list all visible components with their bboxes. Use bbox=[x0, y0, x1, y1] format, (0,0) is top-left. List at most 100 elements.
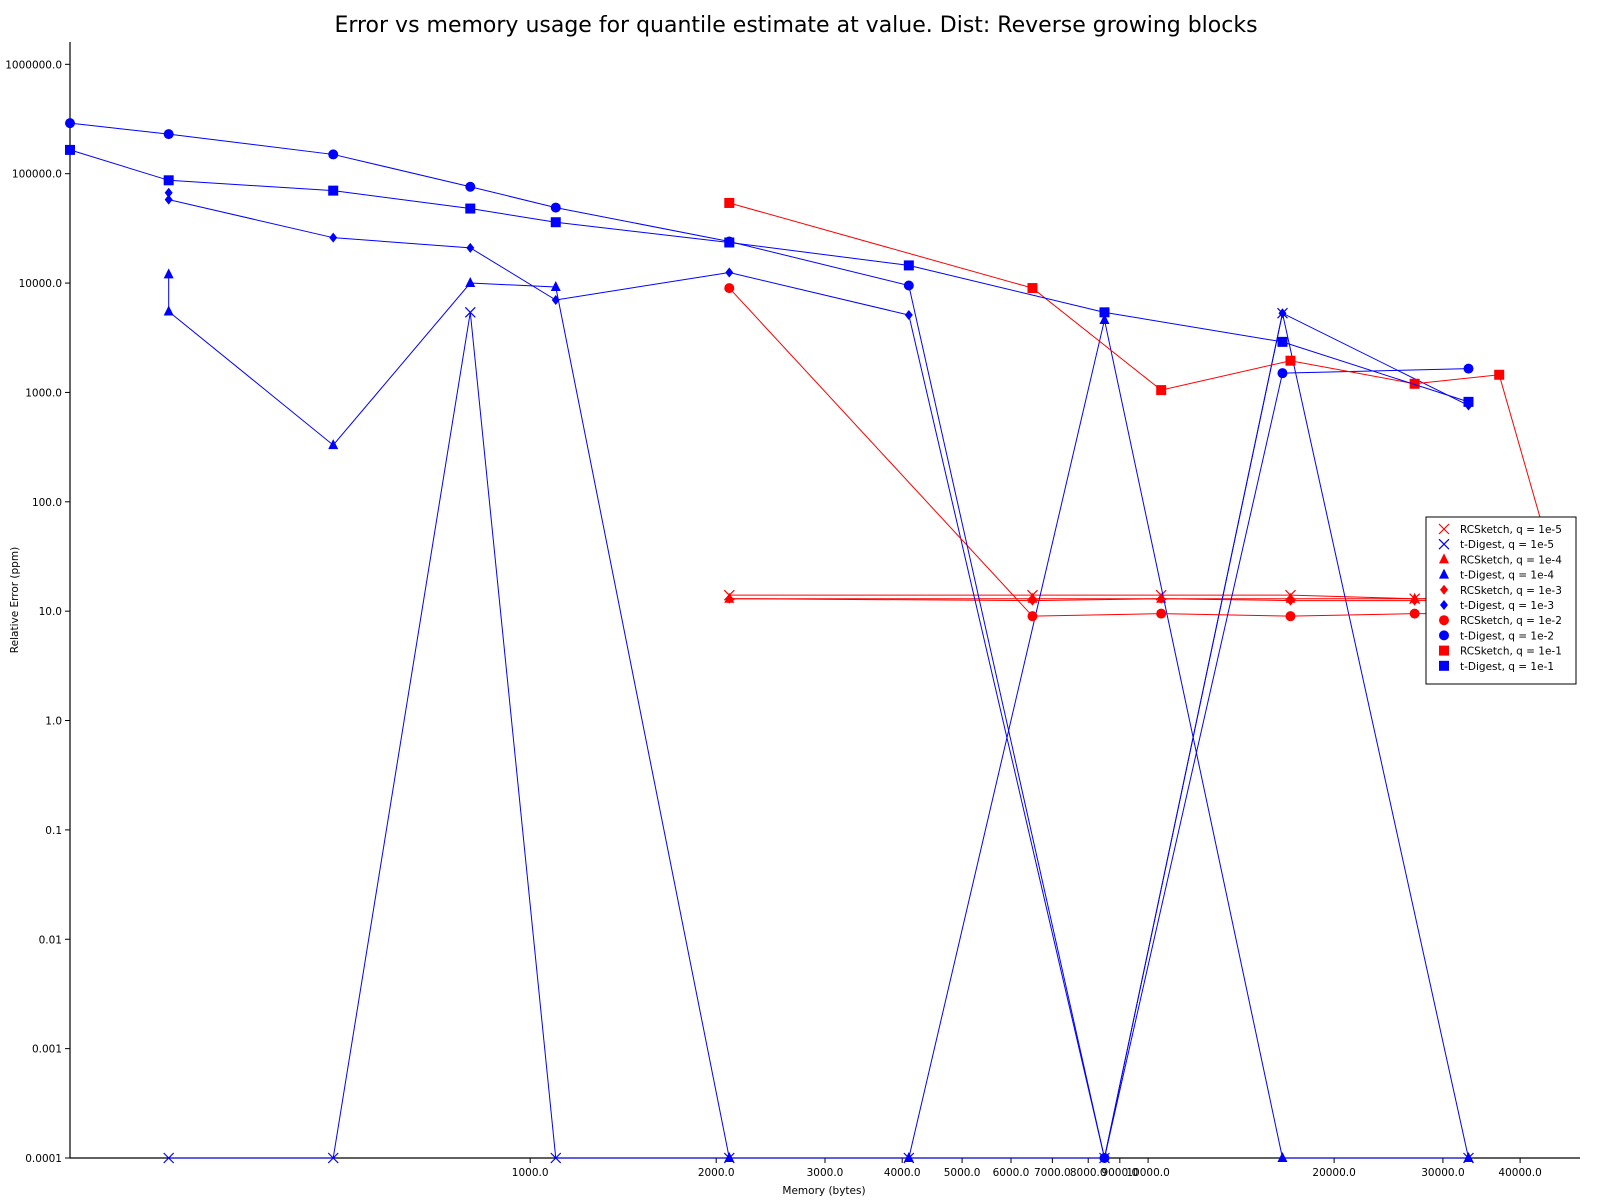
legend-frame bbox=[1425, 516, 1577, 685]
data-point bbox=[465, 203, 476, 214]
series-9 bbox=[65, 144, 1474, 407]
legend-entry: t-Digest, q = 1e-2 bbox=[1460, 630, 1554, 642]
data-point bbox=[465, 181, 476, 192]
data-point bbox=[466, 242, 475, 253]
legend-marker bbox=[1439, 630, 1449, 641]
data-point bbox=[1494, 369, 1505, 380]
y-ticks: 0.0001 0.001 0.01 0.1 1.0 10.0 100.0 1000.0 1000… bbox=[5, 59, 70, 1165]
legend-marker bbox=[1439, 615, 1449, 626]
data-point bbox=[1028, 595, 1037, 606]
x-tick-label: 30000.0 bbox=[1421, 1167, 1464, 1179]
legend-entry: RCSketch, q = 1e-1 bbox=[1460, 646, 1562, 658]
x-tick-label: 40000.0 bbox=[1498, 1167, 1541, 1179]
data-point bbox=[550, 202, 561, 213]
y-tick-label: 0.01 bbox=[39, 934, 62, 946]
data-point bbox=[329, 232, 338, 243]
data-point bbox=[464, 306, 476, 318]
legend-marker bbox=[1439, 568, 1449, 579]
data-point bbox=[1157, 593, 1166, 604]
series-line bbox=[69, 149, 1469, 403]
legend-entry: RCSketch, q = 1e-4 bbox=[1460, 554, 1562, 566]
data-point bbox=[550, 1152, 562, 1164]
legend-marker bbox=[1439, 553, 1449, 564]
data-point bbox=[1099, 313, 1110, 324]
data-point bbox=[724, 237, 735, 248]
x-tick-label: 2000.0 bbox=[698, 1167, 735, 1179]
series-5 bbox=[164, 187, 1473, 1163]
x-tick-label: 8000.0 bbox=[1070, 1167, 1107, 1179]
data-point bbox=[1278, 308, 1287, 319]
data-point bbox=[328, 185, 339, 196]
data-point bbox=[65, 118, 75, 129]
x-axis-label: Memory (bytes) bbox=[782, 1185, 865, 1197]
legend-entry: t-Digest, q = 1e-1 bbox=[1460, 661, 1554, 673]
series-line bbox=[69, 122, 1469, 1159]
legend-entry: t-Digest, q = 1e-3 bbox=[1460, 600, 1554, 612]
data-point bbox=[328, 149, 339, 160]
data-point bbox=[1463, 1152, 1474, 1162]
data-point bbox=[1409, 378, 1420, 389]
y-tick-label: 100.0 bbox=[32, 497, 62, 509]
data-point bbox=[1099, 1153, 1110, 1163]
data-point bbox=[1410, 595, 1419, 606]
series-3 bbox=[163, 268, 1474, 1162]
legend-entry: t-Digest, q = 1e-4 bbox=[1460, 570, 1554, 582]
series-line bbox=[168, 192, 1469, 1159]
y-tick-label: 10000.0 bbox=[19, 278, 62, 290]
data-point bbox=[1285, 611, 1296, 622]
data-point bbox=[1286, 595, 1295, 606]
legend-marker bbox=[1440, 584, 1448, 595]
x-tick-label: 3000.0 bbox=[807, 1167, 844, 1179]
legend-marker bbox=[1440, 600, 1448, 610]
data-point bbox=[724, 197, 735, 208]
data-point bbox=[163, 175, 174, 186]
x-ticks: 1000.0 2000.0 3000.0 4000.0 5000.0 6000.0 7000… bbox=[512, 1158, 1542, 1179]
data-point bbox=[164, 194, 173, 205]
data-point bbox=[1027, 611, 1038, 622]
x-tick-label: 20000.0 bbox=[1312, 1167, 1355, 1179]
y-tick-label: 100000.0 bbox=[12, 169, 62, 181]
x-tick-label: 5000.0 bbox=[944, 1167, 981, 1179]
data-point bbox=[163, 305, 174, 316]
data-point bbox=[1027, 283, 1038, 294]
y-tick-label: 1000.0 bbox=[25, 387, 62, 399]
data-point bbox=[465, 277, 476, 288]
y-tick-label: 10.0 bbox=[39, 606, 62, 618]
data-point bbox=[725, 593, 734, 604]
y-axis-label: Relative Error (ppm) bbox=[9, 547, 21, 653]
y-tick-label: 1000000.0 bbox=[5, 59, 62, 71]
x-tick-label: 4000.0 bbox=[884, 1167, 921, 1179]
legend-entry: RCSketch, q = 1e-5 bbox=[1460, 524, 1562, 536]
data-point bbox=[1409, 608, 1420, 619]
data-point bbox=[163, 129, 174, 140]
data-point bbox=[904, 310, 913, 321]
plot-area bbox=[65, 118, 1575, 1164]
data-point bbox=[1156, 385, 1167, 396]
x-tick-label: 6000.0 bbox=[993, 1167, 1030, 1179]
legend-entry: t-Digest, q = 1e-5 bbox=[1460, 539, 1554, 551]
legend-marker bbox=[1438, 523, 1450, 535]
data-point bbox=[550, 281, 561, 292]
data-point bbox=[163, 268, 174, 279]
data-point bbox=[1277, 1152, 1288, 1162]
legend-entry: RCSketch, q = 1e-3 bbox=[1460, 585, 1562, 597]
data-point bbox=[903, 280, 914, 291]
data-point bbox=[903, 1152, 914, 1162]
data-point bbox=[328, 439, 339, 450]
series-1 bbox=[163, 306, 1474, 1164]
data-point bbox=[65, 144, 75, 155]
data-point bbox=[1463, 396, 1474, 407]
data-point bbox=[550, 217, 561, 228]
data-point bbox=[1277, 336, 1288, 347]
data-point bbox=[1156, 608, 1167, 619]
legend-marker bbox=[1438, 538, 1450, 550]
legend-marker bbox=[1439, 660, 1449, 671]
data-point bbox=[551, 295, 560, 306]
data-point bbox=[1463, 363, 1474, 374]
data-point bbox=[724, 1152, 735, 1162]
x-tick-label: 7000.0 bbox=[1034, 1167, 1071, 1179]
y-tick-label: 1.0 bbox=[45, 716, 62, 728]
legend: RCSketch, q = 1e-5 t-Digest, q = 1e-5 RCSk… bbox=[1425, 516, 1577, 685]
series-line bbox=[168, 312, 1469, 1159]
